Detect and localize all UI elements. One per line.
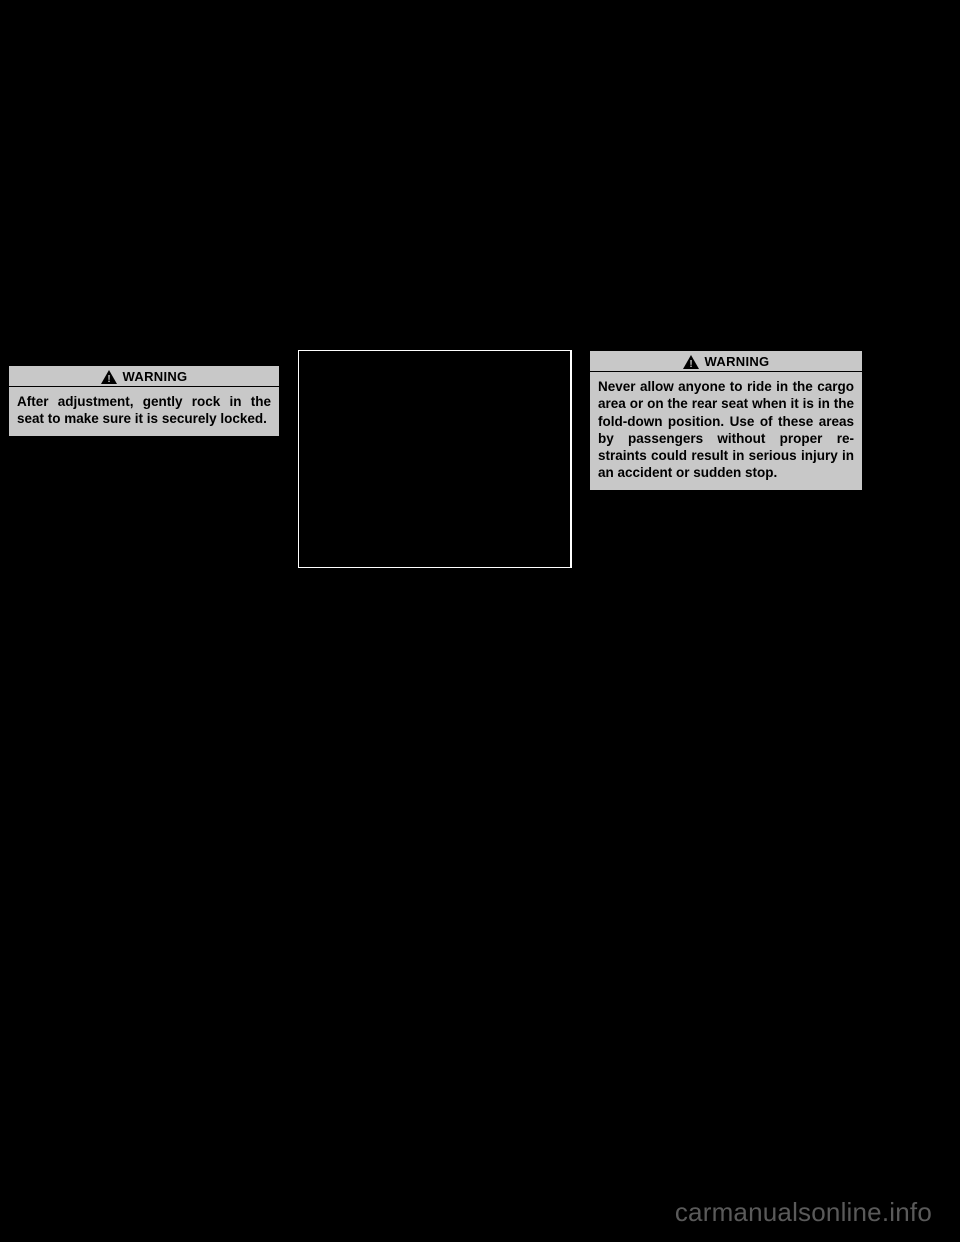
svg-text:!: !	[107, 374, 110, 384]
middle-illustration-placeholder	[298, 350, 572, 568]
right-warning-title: WARNING	[705, 354, 770, 369]
svg-text:!: !	[689, 359, 692, 369]
left-warning-body: After adjustment, gently rock in the sea…	[9, 387, 279, 436]
warning-triangle-icon: !	[101, 370, 117, 384]
manual-page: ! WARNING After adjustment, gently rock …	[0, 0, 960, 1242]
left-warning-title: WARNING	[123, 369, 188, 384]
left-warning-header: ! WARNING	[9, 366, 279, 387]
warning-triangle-icon: !	[683, 355, 699, 369]
left-warning-box: ! WARNING After adjustment, gently rock …	[8, 365, 280, 437]
right-warning-header: ! WARNING	[590, 351, 862, 372]
watermark-text: carmanualsonline.info	[675, 1197, 932, 1228]
right-warning-body: Never allow anyone to ride in the cargo …	[590, 372, 862, 490]
right-warning-box: ! WARNING Never allow anyone to ride in …	[589, 350, 863, 491]
